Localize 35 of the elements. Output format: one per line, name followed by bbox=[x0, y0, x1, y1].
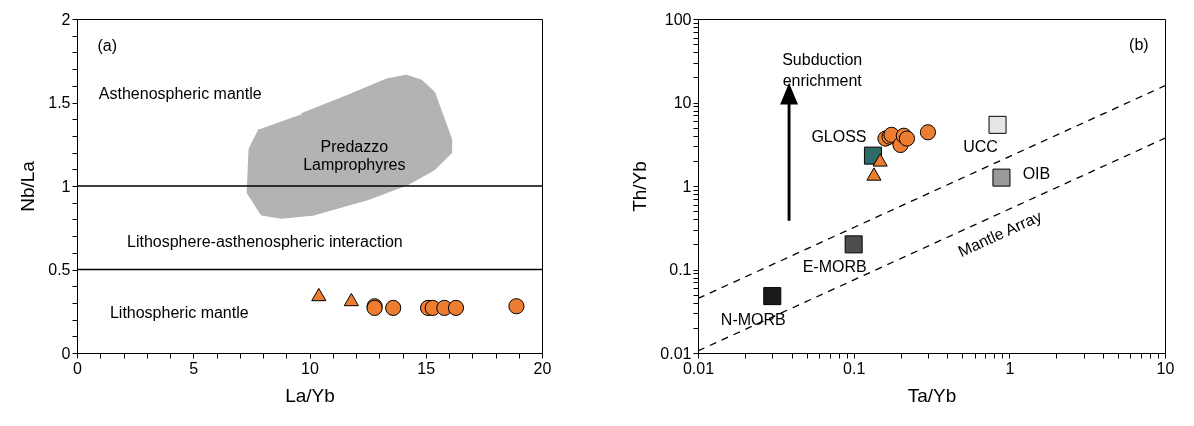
y-tick-label: 100 bbox=[664, 10, 692, 28]
x-tick-label: 20 bbox=[533, 359, 552, 377]
annotation: Asthenospheric mantle bbox=[98, 85, 262, 103]
y-tick-label: 0 bbox=[61, 344, 71, 362]
y-tick-label: 1 bbox=[61, 177, 71, 195]
x-axis-title: Ta/Yb bbox=[907, 384, 957, 406]
series-label: E-MORB bbox=[802, 258, 867, 276]
annotation: Lithospheric mantle bbox=[109, 303, 249, 321]
annotation: Lithosphere-asthenospheric interaction bbox=[126, 233, 403, 251]
x-tick-label: 15 bbox=[417, 359, 436, 377]
y-axis-title: Th/Yb bbox=[629, 161, 651, 212]
x-tick-label: 10 bbox=[301, 359, 319, 377]
series-label: OIB bbox=[1022, 164, 1051, 182]
y-axis-title: Nb/La bbox=[17, 160, 39, 212]
annotation: (a) bbox=[97, 37, 118, 55]
annotation: Subduction enrichment bbox=[782, 51, 863, 90]
y-tick-label: 0.1 bbox=[669, 261, 692, 278]
x-axis-title: La/Yb bbox=[285, 384, 335, 406]
y-tick-label: 1.5 bbox=[48, 94, 71, 111]
y-tick-label: 0.01 bbox=[660, 344, 692, 362]
x-tick-label: 1 bbox=[1005, 359, 1015, 377]
series-label: Predazzo Lamprophyres bbox=[303, 138, 406, 174]
text: Mantle Array bbox=[955, 207, 1045, 261]
x-tick-label: 10 bbox=[1156, 359, 1175, 377]
y-tick-label: 1 bbox=[682, 177, 692, 195]
x-tick-label: 5 bbox=[189, 359, 199, 377]
series-label: GLOSS bbox=[811, 127, 867, 145]
x-tick-label: 0.1 bbox=[843, 359, 866, 377]
x-tick-label: 0 bbox=[73, 359, 83, 377]
series-label: UCC bbox=[963, 137, 998, 155]
y-tick-label: 10 bbox=[673, 94, 692, 111]
y-tick-label: 2 bbox=[61, 10, 71, 28]
y-tick-label: 0.5 bbox=[48, 261, 71, 278]
annotation: (b) bbox=[1129, 36, 1149, 54]
series-label: N-MORB bbox=[720, 311, 786, 329]
